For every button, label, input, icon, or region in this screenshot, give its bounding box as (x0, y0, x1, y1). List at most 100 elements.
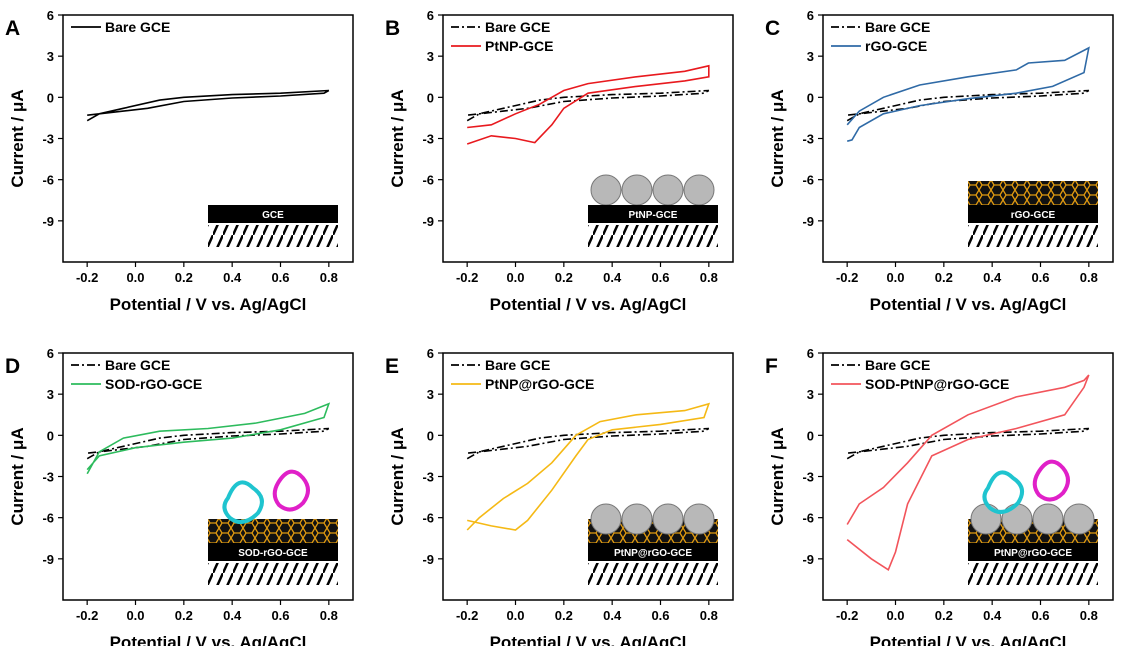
x-tick-label: 0.2 (175, 270, 193, 285)
y-axis-label: Current / μA (768, 89, 787, 187)
protein (1032, 459, 1070, 502)
pt-nanoparticle (683, 503, 715, 535)
inset-label: PtNP@rGO-GCE (614, 548, 692, 559)
x-tick-label: 0.0 (126, 270, 144, 285)
x-tick-label: 0.2 (935, 608, 953, 623)
inset-label: GCE (262, 210, 284, 221)
panel: PtNP@rGO-GCE -0.2 0.0 0.2 0.4 0.6 0.8 6 3 0 -3 -6 -9… (385, 346, 734, 646)
panel-letter: B (385, 17, 400, 40)
pt-nanoparticle (683, 174, 715, 206)
x-tick-label: 0.4 (983, 608, 1002, 623)
x-tick-label: -0.2 (836, 608, 858, 623)
y-tick-label: -3 (802, 470, 814, 485)
y-tick-label: 3 (807, 387, 814, 402)
y-tick-label: 3 (47, 387, 54, 402)
x-tick-label: 0.6 (271, 608, 289, 623)
inset-label: rGO-GCE (1011, 210, 1056, 221)
panel-letter: D (5, 355, 20, 378)
y-tick-label: 0 (807, 90, 814, 105)
y-tick-label: -6 (42, 511, 54, 526)
pt-nanoparticle (621, 503, 653, 535)
electrode (208, 205, 338, 223)
y-tick-label: 6 (47, 346, 54, 361)
inset-label: PtNP-GCE (629, 210, 678, 221)
x-tick-label: 0.6 (1031, 270, 1049, 285)
y-tick-label: 6 (427, 8, 434, 23)
electrode-hatch (208, 563, 338, 585)
protein (272, 469, 310, 512)
y-tick-label: -6 (422, 511, 434, 526)
x-axis-label: Potential / V vs. Ag/AgCl (490, 295, 687, 314)
pt-nanoparticle (1063, 503, 1095, 535)
y-tick-label: -9 (422, 214, 434, 229)
x-tick-label: 0.8 (320, 270, 338, 285)
pt-nanoparticle (590, 503, 622, 535)
x-axis-label: Potential / V vs. Ag/AgCl (870, 295, 1067, 314)
cv-curve (466, 89, 710, 122)
y-tick-label: -9 (42, 214, 54, 229)
pt-nanoparticle (1001, 503, 1033, 535)
cv-curve (86, 427, 330, 460)
protein (222, 480, 264, 524)
x-axis-label: Potential / V vs. Ag/AgCl (870, 633, 1067, 646)
panel: SOD-rGO-GCE -0.2 0.0 0.2 0.4 0.6 0.8 6 3 0 -3 -6 -9 P… (5, 346, 354, 646)
y-tick-label: 3 (807, 49, 814, 64)
electrode-hatch (968, 563, 1098, 585)
x-tick-label: 0.6 (271, 270, 289, 285)
x-tick-label: 0.2 (935, 270, 953, 285)
electrode-hatch (588, 225, 718, 247)
x-tick-label: 0.4 (223, 270, 242, 285)
protein (982, 470, 1024, 514)
x-tick-label: 0.8 (1080, 270, 1098, 285)
electrode (588, 543, 718, 561)
legend-label: Bare GCE (865, 357, 930, 373)
y-axis-label: Current / μA (388, 89, 407, 187)
legend-label: Bare GCE (865, 19, 930, 35)
x-tick-label: 0.4 (983, 270, 1002, 285)
cv-curve (466, 402, 711, 531)
x-tick-label: -0.2 (76, 608, 98, 623)
x-tick-label: 0.0 (886, 270, 904, 285)
x-tick-label: 0.8 (700, 270, 718, 285)
legend-label: Bare GCE (485, 19, 550, 35)
x-tick-label: 0.8 (700, 608, 718, 623)
cv-curve (846, 427, 1090, 460)
y-tick-label: -3 (42, 132, 54, 147)
y-tick-label: 0 (47, 428, 54, 443)
legend-label: Bare GCE (105, 19, 170, 35)
y-tick-label: -6 (802, 173, 814, 188)
legend-label: Bare GCE (485, 357, 550, 373)
x-tick-label: 0.6 (1031, 608, 1049, 623)
legend-label: SOD-rGO-GCE (105, 376, 202, 392)
x-tick-label: -0.2 (76, 270, 98, 285)
y-tick-label: -9 (802, 214, 814, 229)
panel-letter: E (385, 355, 399, 378)
panel: PtNP-GCE -0.2 0.0 0.2 0.4 0.6 0.8 6 3 0 -3 -6 -9 Pote… (385, 8, 734, 314)
y-tick-label: 6 (427, 346, 434, 361)
x-tick-label: 0.0 (506, 270, 524, 285)
cv-curve (846, 374, 1090, 571)
panel: PtNP@rGO-GCE -0.2 0.0 0.2 0.4 0.6 0.8 6 3 0 -3 -6 -9… (765, 346, 1114, 646)
cv-curve (466, 427, 710, 460)
y-axis-label: Current / μA (8, 427, 27, 525)
electrode-hatch (588, 563, 718, 585)
y-tick-label: 3 (427, 387, 434, 402)
x-tick-label: 0.0 (126, 608, 144, 623)
x-axis-label: Potential / V vs. Ag/AgCl (110, 633, 307, 646)
y-tick-label: -3 (802, 132, 814, 147)
x-tick-label: 0.4 (603, 270, 622, 285)
x-tick-label: 0.0 (886, 608, 904, 623)
axes-frame (62, 14, 354, 263)
y-tick-label: -3 (422, 470, 434, 485)
x-tick-label: 0.6 (651, 270, 669, 285)
y-tick-label: -6 (422, 173, 434, 188)
y-tick-label: -9 (422, 552, 434, 567)
y-tick-label: -3 (422, 132, 434, 147)
pt-nanoparticle (621, 174, 653, 206)
x-tick-label: 0.0 (506, 608, 524, 623)
electrode-hatch (968, 225, 1098, 247)
y-tick-label: -6 (802, 511, 814, 526)
x-axis-label: Potential / V vs. Ag/AgCl (490, 633, 687, 646)
y-tick-label: 6 (47, 8, 54, 23)
pt-nanoparticle (590, 174, 622, 206)
